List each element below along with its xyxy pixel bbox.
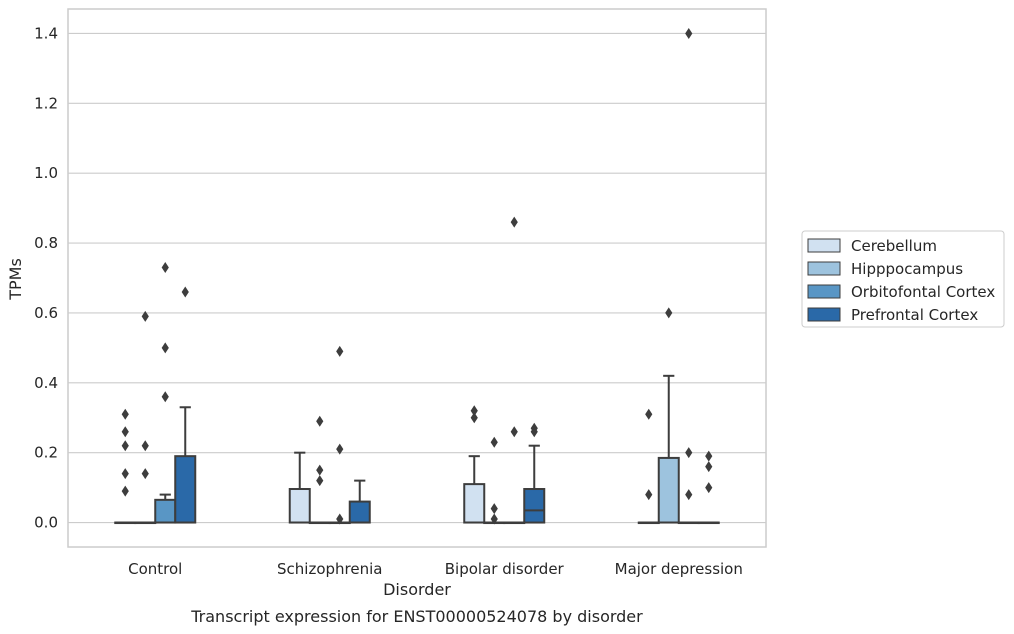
box-group [308, 415, 331, 525]
legend-item: Hipppocampus [807, 260, 963, 278]
outlier-point [685, 489, 693, 501]
outlier-point [510, 216, 518, 228]
x-tick-label: Bipolar disorder [445, 560, 565, 578]
outlier-point [470, 412, 478, 424]
legend-label: Prefrontal Cortex [851, 306, 978, 324]
box [288, 488, 311, 524]
box-group [503, 216, 526, 525]
outlier-point [645, 408, 653, 420]
outlier-point [685, 27, 693, 39]
box-group [328, 345, 351, 525]
plot-area [67, 8, 767, 548]
chart-caption: Transcript expression for ENST0000052407… [190, 607, 643, 626]
outlier-point [490, 513, 498, 525]
box-group [174, 286, 197, 524]
legend-swatch [807, 261, 841, 276]
outlier-point [161, 391, 169, 403]
box-group [288, 451, 311, 524]
y-axis: 0.0 0.2 0.4 0.6 0.8 1.0 1.2 1.4 [34, 24, 58, 531]
legend-frame [801, 230, 1005, 328]
outlier-point [141, 440, 149, 452]
outlier-point [665, 307, 673, 319]
legend-label: Hipppocampus [851, 260, 963, 278]
y-tick-label: 0.6 [34, 304, 58, 322]
outlier-point [161, 262, 169, 274]
outlier-point [121, 426, 129, 438]
legend-swatch [807, 307, 841, 322]
outlier-point [645, 489, 653, 501]
box-group [348, 479, 371, 524]
box-group [483, 436, 506, 525]
y-tick-label: 1.0 [34, 164, 58, 182]
outlier-point [705, 450, 713, 462]
legend-item: Orbitofontal Cortex [807, 283, 995, 301]
box [348, 500, 371, 524]
outlier-point [141, 310, 149, 322]
box-group [677, 27, 700, 525]
outlier-point [336, 345, 344, 357]
x-tick-label: Control [128, 560, 182, 578]
legend-label: Orbitofontal Cortex [851, 283, 995, 301]
x-tick-label: Schizophrenia [277, 560, 382, 578]
box-group [697, 450, 720, 525]
legend-item: Cerebellum [807, 237, 937, 255]
outlier-point [161, 342, 169, 354]
outlier-point [316, 464, 324, 476]
plot-frame [67, 8, 767, 548]
outlier-point [121, 485, 129, 497]
x-axis: Control Schizophrenia Bipolar disorder Majo… [128, 560, 743, 578]
y-tick-label: 0.4 [34, 374, 58, 392]
outlier-point [181, 286, 189, 298]
legend-item: Prefrontal Cortex [807, 306, 978, 324]
outlier-point [490, 436, 498, 448]
legend-label: Cerebellum [851, 237, 937, 255]
box-group [657, 307, 680, 524]
box [154, 498, 177, 524]
outlier-point [490, 503, 498, 515]
y-tick-label: 1.4 [34, 24, 58, 42]
outlier-point [705, 482, 713, 494]
legend-swatch [807, 284, 841, 299]
x-tick-label: Major depression [615, 560, 743, 578]
x-axis-title: Disorder [383, 580, 451, 599]
y-tick-label: 1.2 [34, 94, 58, 112]
outlier-point [336, 443, 344, 455]
outlier-point [336, 513, 344, 525]
box-group [114, 408, 137, 525]
outlier-point [316, 415, 324, 427]
y-tick-label: 0.2 [34, 444, 58, 462]
outlier-point [121, 468, 129, 480]
legend-swatch [807, 238, 841, 253]
legend: Cerebellum Hipppocampus Orbitofontal Corte… [801, 230, 1005, 328]
box [463, 483, 486, 524]
outlier-point [530, 422, 538, 434]
box [174, 455, 197, 524]
outlier-point [121, 408, 129, 420]
y-tick-label: 0.8 [34, 234, 58, 252]
outlier-point [316, 475, 324, 487]
outlier-point [685, 447, 693, 459]
outlier-point [705, 461, 713, 473]
box [523, 488, 546, 524]
box [657, 456, 680, 524]
outlier-point [141, 468, 149, 480]
outlier-point [470, 405, 478, 417]
box-group [523, 422, 546, 524]
box-group [463, 405, 486, 524]
y-tick-label: 0.0 [34, 514, 58, 532]
box-group [134, 310, 157, 525]
y-axis-title: TPMs [6, 258, 25, 301]
outlier-point [121, 440, 129, 452]
outlier-point [510, 426, 518, 438]
box-group [637, 408, 660, 525]
box-group [154, 262, 177, 524]
